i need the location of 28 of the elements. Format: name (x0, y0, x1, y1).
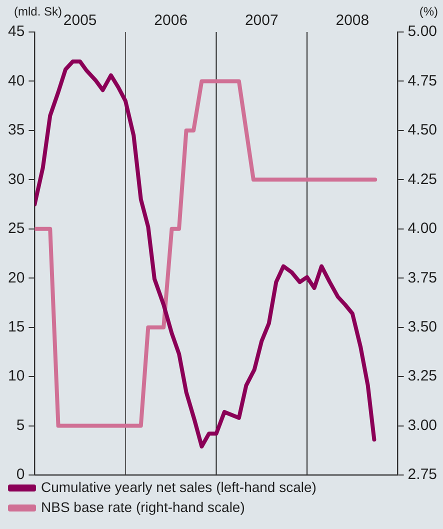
y-tick-label: 5 (16, 416, 25, 434)
y-tick-label: 30 (8, 170, 25, 188)
y2-tick-label: 4.25 (408, 170, 438, 188)
y2-tick-label: 3.00 (408, 416, 438, 434)
y2-tick-label: 2.75 (408, 466, 438, 484)
y2-tick-label: 3.50 (408, 318, 438, 336)
x-tick-label: 2008 (336, 12, 370, 30)
y2-tick-label: 3.75 (408, 269, 438, 286)
y2-tick-label: 5.00 (408, 23, 438, 40)
y-tick-label: 35 (8, 122, 25, 139)
y-tick-label: 10 (8, 368, 25, 385)
y2-tick-label: 4.50 (408, 122, 438, 139)
x-tick-label: 2005 (63, 12, 97, 30)
y-tick-label: 25 (8, 220, 25, 238)
legend-label: Cumulative yearly net sales (left-hand scale) (41, 478, 316, 495)
legend-label: NBS base rate (right-hand scale) (41, 498, 245, 515)
y-tick-label: 20 (8, 269, 25, 286)
x-tick-label: 2006 (154, 12, 188, 30)
y-tick-label: 40 (8, 72, 25, 90)
y-tick-label: 45 (8, 23, 25, 40)
y-tick-label: 0 (16, 466, 25, 484)
y2-axis-title: (%) (419, 4, 438, 18)
y2-tick-label: 4.75 (408, 72, 438, 90)
y-tick-label: 15 (8, 318, 25, 336)
y2-tick-label: 4.00 (408, 220, 438, 238)
y-axis-title: (mld. Sk) (14, 4, 62, 18)
y2-tick-label: 3.25 (408, 368, 438, 385)
x-tick-label: 2007 (244, 12, 278, 30)
